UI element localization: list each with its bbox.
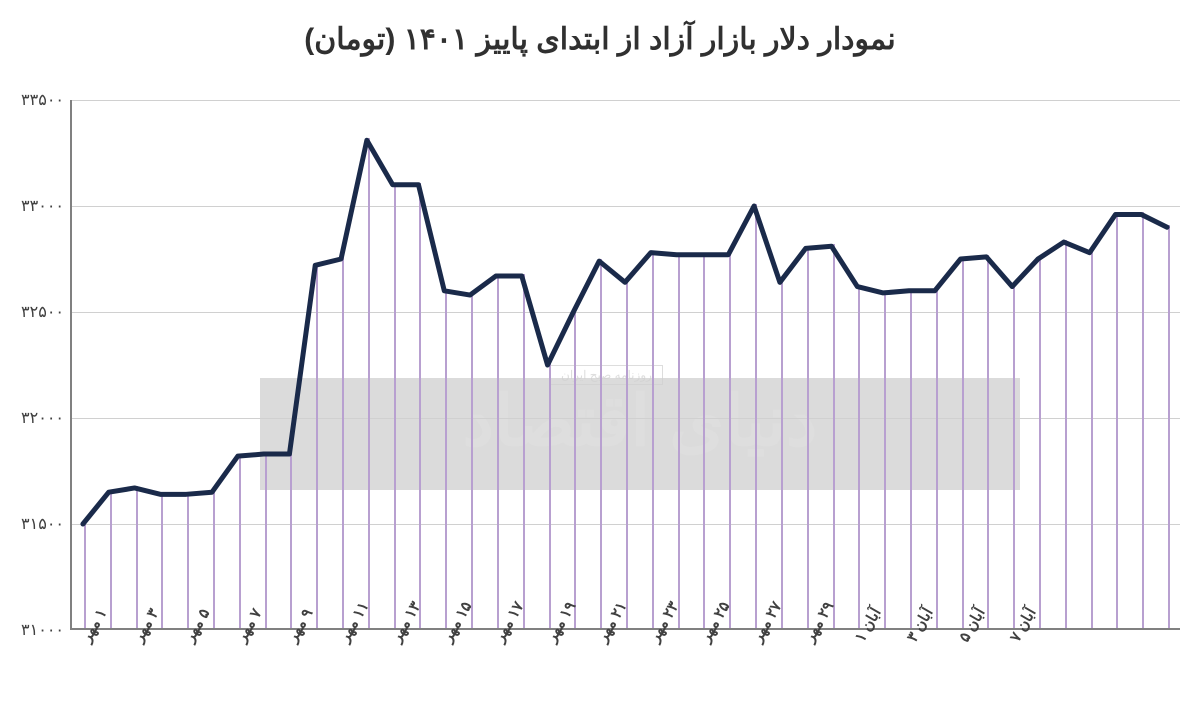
y-axis-label: ۳۲۵۰۰ xyxy=(4,302,64,322)
chart-title: نمودار دلار بازار آزاد از ابتدای پاییز ۱… xyxy=(0,22,1200,57)
data-line-svg xyxy=(70,100,1180,630)
price-line xyxy=(83,140,1167,524)
y-axis-label: ۳۲۰۰۰ xyxy=(4,408,64,428)
y-axis-label: ۳۱۰۰۰ xyxy=(4,620,64,640)
y-axis-label: ۳۱۵۰۰ xyxy=(4,514,64,534)
y-axis-label: ۳۳۰۰۰ xyxy=(4,196,64,216)
y-axis-label: ۳۳۵۰۰ xyxy=(4,90,64,110)
